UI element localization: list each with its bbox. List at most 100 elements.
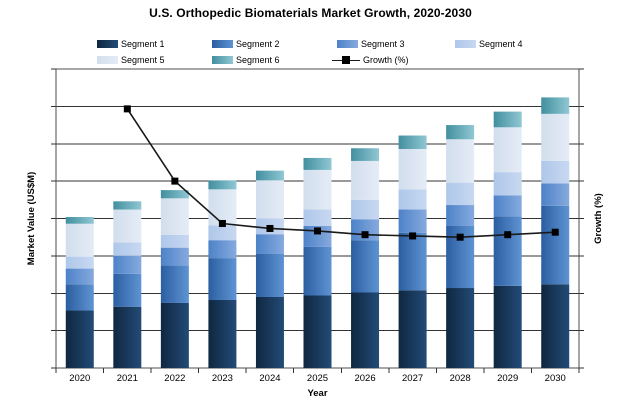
legend-swatch	[97, 56, 118, 64]
legend-swatch	[212, 56, 233, 64]
growth-marker	[456, 233, 464, 241]
bar-segment	[303, 157, 332, 170]
legend-item-segment-5: Segment 5	[97, 55, 165, 65]
bar-segment	[398, 135, 427, 149]
growth-marker	[409, 232, 417, 240]
bar-segment	[113, 201, 142, 210]
bar-segment	[303, 295, 332, 368]
x-tick-label: 2026	[354, 373, 375, 384]
bar-segment	[493, 285, 522, 368]
bar-segment	[65, 217, 94, 224]
growth-marker	[266, 224, 274, 232]
bar-segment	[303, 246, 332, 296]
bar-segment	[160, 247, 189, 266]
bar-segment	[351, 160, 380, 200]
growth-marker	[504, 231, 512, 239]
bar-segment	[255, 234, 284, 254]
legend-item-segment-4: Segment 4	[455, 39, 523, 49]
y-axis-label-right: Growth (%)	[593, 193, 604, 244]
legend-label: Segment 3	[361, 39, 405, 49]
x-tick-label: 2030	[545, 373, 566, 384]
growth-marker	[361, 231, 369, 239]
bar-segment	[160, 234, 189, 248]
bar-segment	[398, 209, 427, 233]
x-tick-label: 2027	[402, 373, 423, 384]
bar-segment	[541, 284, 570, 368]
chart-title: U.S. Orthopedic Biomaterials Market Grow…	[149, 6, 472, 20]
bar-segment	[541, 160, 570, 184]
bar-segment	[255, 296, 284, 368]
growth-marker	[314, 227, 321, 235]
legend-item-segment-2: Segment 2	[212, 39, 280, 49]
bar-segment	[208, 299, 237, 368]
growth-marker	[123, 105, 131, 113]
x-tick-label: 2020	[69, 373, 90, 384]
x-tick-label: 2021	[117, 373, 138, 384]
legend-swatch	[212, 40, 233, 48]
legend-label: Segment 4	[479, 39, 523, 49]
bar-segment	[255, 253, 284, 297]
x-tick-label: 2024	[259, 373, 280, 384]
growth-line-legend-glyph	[332, 56, 360, 65]
bar-segment	[398, 290, 427, 368]
bar-segment	[113, 255, 142, 274]
bar-segment	[493, 195, 522, 217]
legend-label: Segment 2	[236, 39, 280, 49]
x-tick-label: 2025	[307, 373, 328, 384]
bar-segment	[113, 306, 142, 368]
bar-segment	[398, 189, 427, 210]
x-tick-label: 2029	[497, 373, 518, 384]
bar-segment	[541, 97, 570, 114]
legend-label: Segment 1	[121, 39, 165, 49]
x-tick-label: 2022	[164, 373, 185, 384]
bar-segment	[446, 288, 475, 368]
bar-segment	[351, 240, 380, 293]
bar-segment	[208, 225, 237, 241]
legend-label: Segment 6	[236, 55, 280, 65]
bar-segment	[160, 190, 189, 199]
growth-line	[126, 108, 556, 238]
bar-segment	[446, 139, 475, 183]
bar-segment	[65, 310, 94, 368]
bar-segment	[303, 169, 332, 210]
legend-label: Growth (%)	[363, 55, 409, 65]
bar-segment	[541, 183, 570, 206]
y-axis-label-left: Market Value (US$M)	[26, 172, 37, 265]
legend-item-growth: Growth (%)	[332, 55, 409, 65]
bar-segment	[541, 113, 570, 161]
x-axis-label: Year	[307, 388, 327, 399]
bar-segment	[160, 302, 189, 368]
legend-swatch	[337, 40, 358, 48]
bar-segment	[255, 170, 284, 181]
bar-segment	[113, 273, 142, 307]
chart-legend: Segment 1 Segment 2 Segment 3 Segment 4 Segm…	[0, 0, 621, 68]
x-tick-label: 2028	[450, 373, 471, 384]
bar-segment	[351, 199, 380, 220]
bar-segment	[541, 205, 570, 285]
growth-marker	[218, 219, 226, 227]
bar-segment	[446, 205, 475, 226]
bar-segment	[208, 258, 237, 300]
legend-item-segment-6: Segment 6	[212, 55, 280, 65]
bar-segment	[65, 268, 94, 285]
bar-segment	[65, 223, 94, 257]
bar-segment	[160, 265, 189, 303]
growth-marker	[171, 177, 179, 185]
bar-segment	[255, 180, 284, 219]
bar-segment	[493, 111, 522, 128]
bar-segment	[351, 292, 380, 368]
legend-swatch	[97, 40, 118, 48]
bar-segment	[493, 172, 522, 196]
bar-segment	[208, 189, 237, 226]
legend-item-segment-1: Segment 1	[97, 39, 165, 49]
bar-segment	[446, 182, 475, 206]
bar-segment	[398, 232, 427, 291]
bar-segment	[446, 125, 475, 140]
bar-segment	[65, 256, 94, 269]
bar-segment	[493, 216, 522, 286]
legend-item-segment-3: Segment 3	[337, 39, 405, 49]
bar-segment	[65, 284, 94, 311]
bar-segment	[398, 148, 427, 190]
